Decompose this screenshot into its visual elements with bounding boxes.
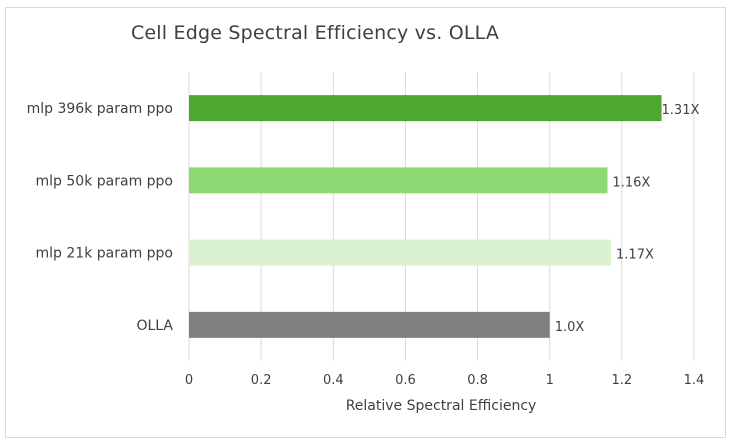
x-tick-label: 0.8 xyxy=(467,373,488,388)
x-tick-label: 0.4 xyxy=(323,373,344,388)
x-tick-label: 1 xyxy=(546,373,554,388)
data-label: 1.17X xyxy=(616,248,654,263)
x-tick-labels: 0 0.2 0.4 0.6 0.8 1 1.2 1.4 xyxy=(185,373,704,388)
x-tick-label: 0 xyxy=(185,373,193,388)
bar xyxy=(189,311,550,338)
category-label: OLLA xyxy=(136,318,173,334)
chart-title: Cell Edge Spectral Efficiency vs. OLLA xyxy=(130,22,500,44)
x-tick-label: 1.2 xyxy=(612,373,633,388)
category-labels: mlp 396k param ppo mlp 50k param ppo mlp 2… xyxy=(27,101,174,334)
x-tick-label: 0.2 xyxy=(251,373,272,388)
bar xyxy=(189,239,612,266)
bar xyxy=(189,95,662,122)
category-label: mlp 21k param ppo xyxy=(36,246,173,262)
data-label: 1.0X xyxy=(555,320,585,335)
x-tick-label: 1.4 xyxy=(684,373,705,388)
bar xyxy=(189,167,608,194)
x-tick-label: 0.6 xyxy=(395,373,416,388)
data-labels: 1.31X 1.16X 1.17X 1.0X xyxy=(555,103,700,335)
category-label: mlp 50k param ppo xyxy=(36,173,173,189)
chart-frame xyxy=(5,7,726,438)
category-label: mlp 396k param ppo xyxy=(27,101,173,117)
x-axis-title: Relative Spectral Efficiency xyxy=(346,398,537,414)
data-label: 1.31X xyxy=(662,103,700,118)
bars xyxy=(189,95,662,338)
data-label: 1.16X xyxy=(612,175,650,190)
